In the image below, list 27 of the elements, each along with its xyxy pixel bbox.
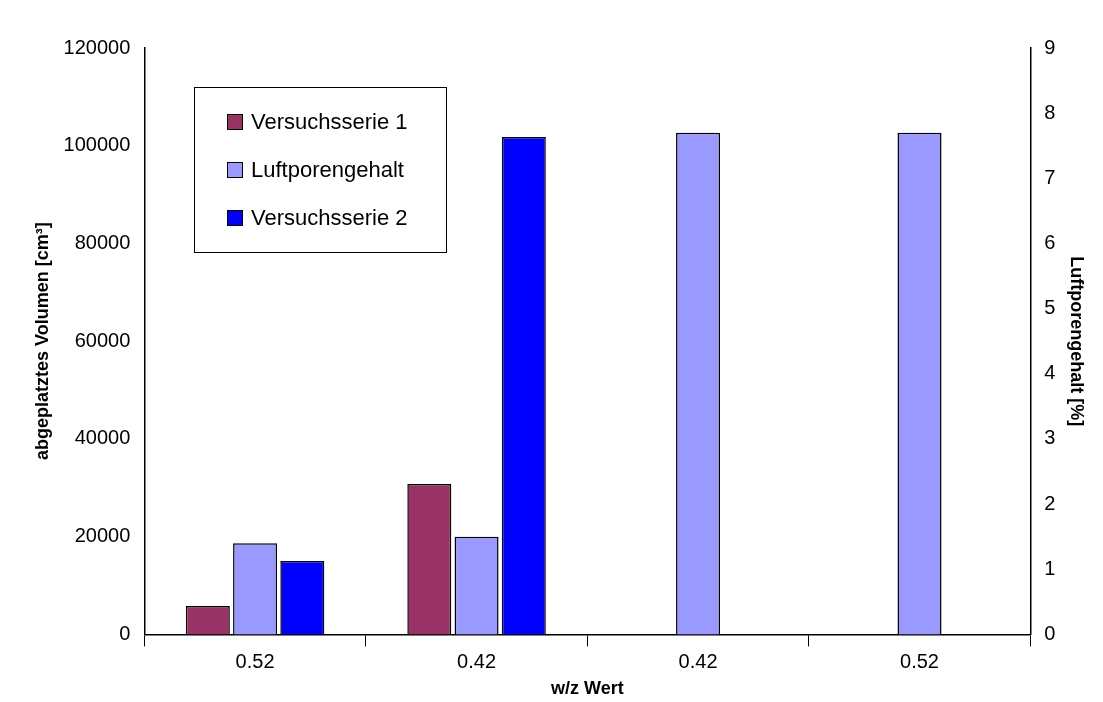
y2-tick-label: 4 <box>1044 361 1056 384</box>
x-tick-label: 0.42 <box>678 649 718 672</box>
y2-tick-label: 3 <box>1044 426 1056 449</box>
legend-label: Versuchsserie 2 <box>251 205 408 231</box>
legend-label: Luftporengehalt <box>251 157 404 183</box>
y-tick-label: 100000 <box>63 133 131 156</box>
y2-axis-title: Luftporengehalt [%] <box>1067 256 1088 427</box>
y-tick-label: 80000 <box>74 230 131 253</box>
y2-tick-label: 7 <box>1044 165 1056 188</box>
y2-tick-label: 8 <box>1044 100 1056 123</box>
y2-tick-label: 0 <box>1044 621 1056 644</box>
y2-tick-label: 9 <box>1044 35 1056 58</box>
y2-tick-label: 2 <box>1044 491 1056 514</box>
y-tick-label: 20000 <box>74 524 131 547</box>
x-tick-label: 0.42 <box>457 649 497 672</box>
y-tick-label: 60000 <box>74 328 131 351</box>
y-tick-label: 0 <box>119 621 131 644</box>
y-axis-title: abgeplatztes Volumen [cm³] <box>31 222 52 461</box>
y2-tick-label: 1 <box>1044 556 1056 579</box>
y-tick-label: 120000 <box>63 35 131 58</box>
y-tick-label: 40000 <box>74 426 131 449</box>
legend-label: Versuchsserie 1 <box>251 109 408 135</box>
x-axis-title: w/z Wert <box>549 678 624 699</box>
y2-tick-label: 6 <box>1044 230 1056 253</box>
x-tick-label: 0.52 <box>900 649 939 672</box>
y2-tick-label: 5 <box>1044 296 1056 319</box>
x-tick-label: 0.52 <box>235 649 275 672</box>
